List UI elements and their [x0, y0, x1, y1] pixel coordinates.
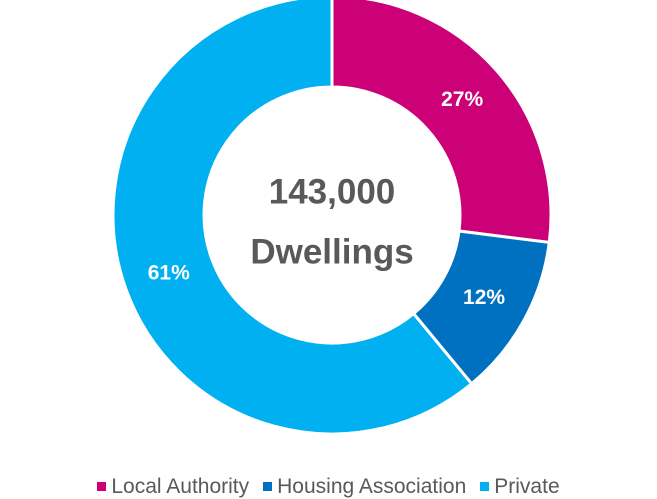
center-text: 143,000	[269, 172, 396, 211]
legend-item: Private	[480, 474, 560, 499]
slice	[330, 0, 553, 245]
legend-swatch	[480, 482, 490, 491]
legend-label: Local Authority	[111, 474, 250, 498]
data-label: 61%	[148, 261, 190, 284]
legend-item: Local Authority	[97, 475, 249, 499]
legend-swatch	[97, 482, 107, 491]
legend-label: Private	[494, 474, 560, 498]
slice	[111, 0, 474, 436]
legend-swatch	[263, 482, 273, 491]
legend-label: Housing Association	[277, 474, 467, 498]
center-text: Dwellings	[250, 232, 413, 271]
slices	[111, 0, 553, 436]
data-label: 12%	[463, 286, 505, 309]
chart: 143,000 Dwellings 27% 12% 61%	[111, 0, 553, 436]
legend-item: Housing Association	[263, 475, 466, 499]
legend: Local Authority Housing Association Privat…	[0, 474, 657, 499]
data-label: 27%	[441, 88, 483, 111]
